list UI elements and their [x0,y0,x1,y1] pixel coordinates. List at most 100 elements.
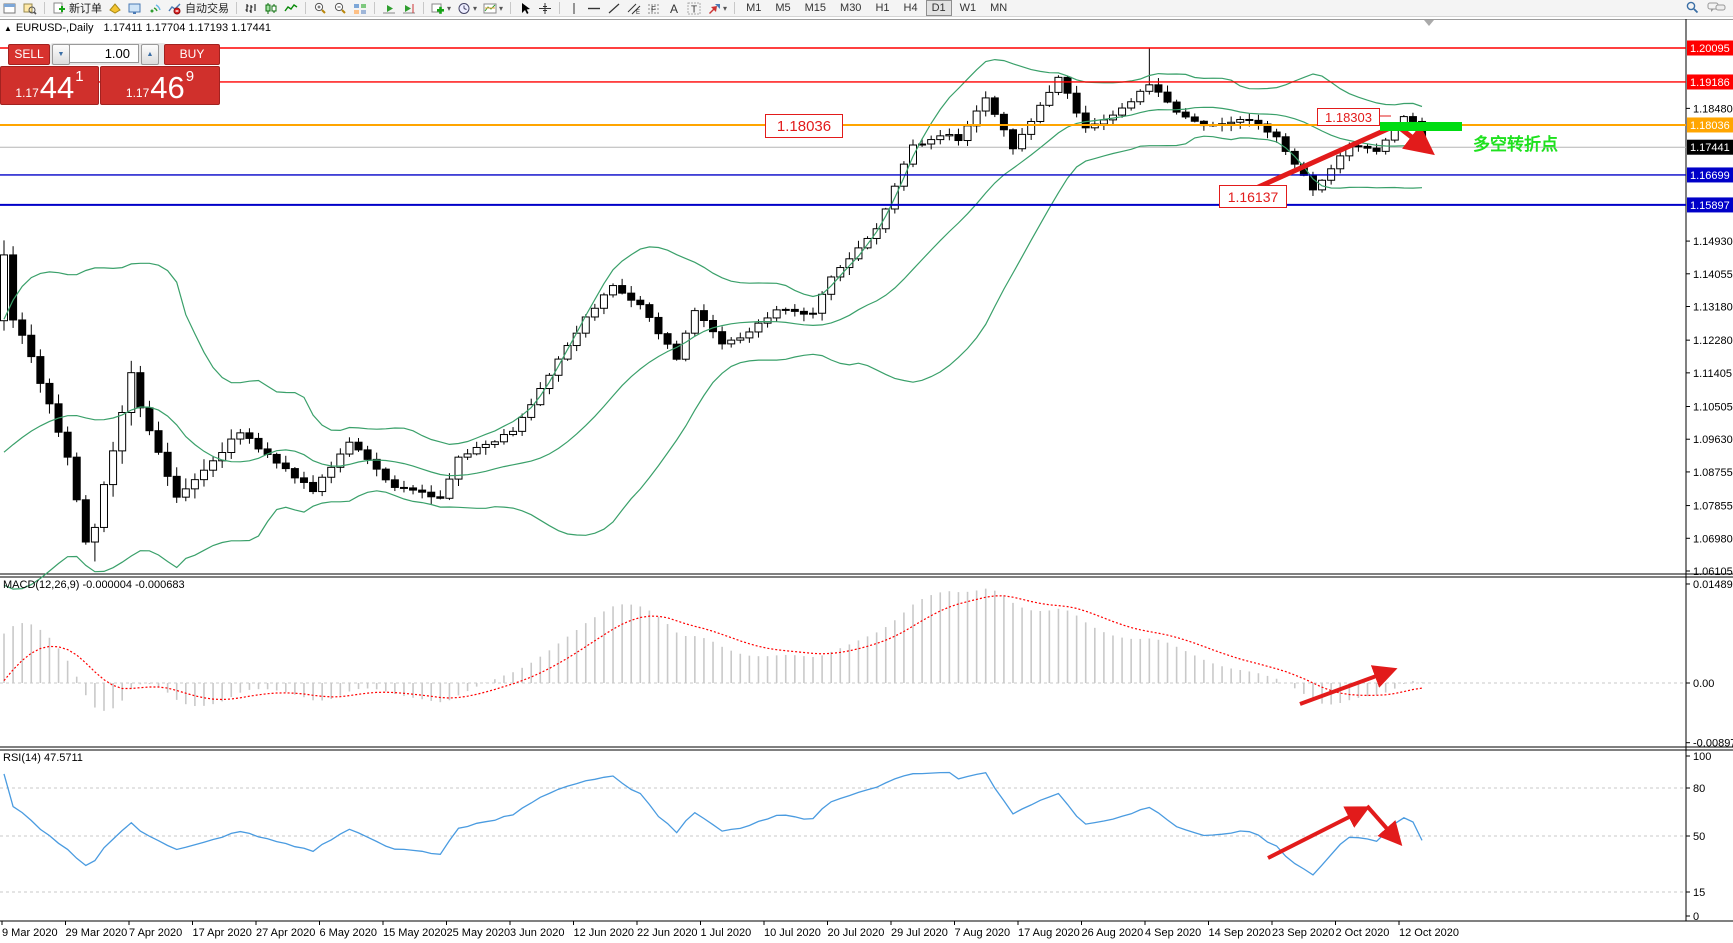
candle-body [772,309,781,319]
zoom-in-icon[interactable] [310,1,330,16]
time-axis-label: 1 Jul 2020 [701,927,752,939]
timeframe-w1-button[interactable]: W1 [959,2,977,14]
price-annotation-1.18036[interactable]: 1.18036 [765,114,843,138]
candle-body [399,486,408,489]
dropdown-arrow-icon[interactable]: ▾ [473,3,478,13]
turning-point-annotation: 多空转折点 [1473,135,1558,154]
horizontal-line-icon[interactable] [584,1,604,16]
dropdown-arrow-icon[interactable]: ▾ [447,3,452,13]
timeframe-m15-button[interactable]: M15 [804,2,827,14]
toolbar-separator [236,2,237,14]
price-chart-canvas[interactable]: 1.18480 1.14930 1.14055 1.13180 1.12280 1.114… [0,17,1733,943]
candle-body [127,372,136,414]
arrows-icon[interactable]: ▾ [704,1,730,16]
new-order-button[interactable]: 新订单 [49,1,105,16]
price-annotation-1.16137[interactable]: 1.16137 [1219,185,1287,208]
trendline-icon[interactable] [604,1,624,16]
zoom-out-icon[interactable] [330,1,350,16]
candle-chart-icon[interactable] [261,1,281,16]
candle-body [336,453,345,468]
timeframe-h1-button[interactable]: H1 [875,2,890,14]
volume-decrease-button[interactable]: ▼ [52,44,70,65]
signals-icon[interactable] [145,1,165,16]
candle-body [1127,101,1136,109]
chart-shift-marker-icon[interactable] [1424,20,1434,26]
new-chart-icon[interactable] [0,1,20,16]
line-chart-icon[interactable] [281,1,301,16]
candle-body [572,332,581,347]
candle-body [763,317,772,324]
timeframe-h4-button[interactable]: H4 [903,2,918,14]
sell-price-prefix: 1.17 [15,86,39,100]
candle-body [1054,76,1063,93]
volume-increase-button[interactable]: ▲ [141,44,159,65]
chat-icon[interactable] [1707,1,1727,17]
candle-body [1118,107,1127,116]
timeframe-m1-button[interactable]: M1 [746,2,762,14]
candle-body [1099,119,1108,125]
svg-text:T: T [691,4,697,15]
auto-scroll-icon[interactable] [379,1,399,16]
chart-shift-icon[interactable] [399,1,419,16]
periods-button[interactable]: ▾ [454,1,480,16]
candle-body [981,97,990,112]
svg-text:A: A [670,2,678,15]
indicators-button[interactable]: ▾ [428,1,454,16]
buy-price-display[interactable]: 1.17 46 9 [100,66,220,105]
sell-button[interactable]: SELL [8,44,50,65]
tile-windows-icon[interactable] [350,1,370,16]
dropdown-arrow-icon[interactable]: ▾ [723,3,728,13]
profiles-icon[interactable] [20,1,40,16]
candle-body [690,310,699,334]
label-icon[interactable]: T [684,1,704,16]
vertical-line-icon[interactable] [564,1,584,16]
templates-button[interactable]: ▾ [480,1,506,16]
bollinger-lower-band [3,135,1423,590]
price-annotation-1.18303[interactable]: 1.18303 [1317,108,1380,126]
level-price-label-bg [1687,74,1733,90]
rsi-line [3,771,1423,876]
timeframe-d1-button[interactable]: D1 [925,0,952,16]
candle-body [1245,118,1254,121]
buy-button[interactable]: BUY [164,44,220,65]
mql-editor-icon[interactable] [105,1,125,16]
price-tick-label: 1.12280 [1693,335,1733,347]
time-axis-label: 14 Sep 2020 [1209,927,1271,939]
fibonacci-icon[interactable]: F [644,1,664,16]
candle-body [581,316,590,334]
candle-body [109,450,118,486]
autotrading-button[interactable]: 自动交易 [165,1,232,16]
chart-window[interactable]: 1.18480 1.14930 1.14055 1.13180 1.12280 1.114… [0,17,1733,943]
collapse-triangle-icon[interactable]: ▲ [4,24,12,33]
search-icon[interactable] [1685,1,1699,17]
crosshair-icon[interactable] [535,1,555,16]
candle-body [1027,120,1036,135]
time-axis-label: 15 May 2020 [383,927,447,939]
candle-body [463,453,472,458]
text-icon[interactable]: A [664,1,684,16]
time-axis-label: 4 Sep 2020 [1145,927,1201,939]
market-icon[interactable] [125,1,145,16]
bar-chart-icon[interactable] [241,1,261,16]
candle-body [36,356,45,384]
time-axis-label: 17 Aug 2020 [1018,927,1080,939]
candle-body [945,134,954,137]
channel-icon[interactable]: E [624,1,644,16]
candle-body [1072,92,1081,114]
green-highlight-bar[interactable] [1380,122,1462,131]
candle-body [718,331,727,345]
candle-body [345,441,354,455]
sell-price-display[interactable]: 1.17 44 1 [0,66,99,105]
time-axis-label: 6 May 2020 [320,927,377,939]
cursor-icon[interactable] [515,1,535,16]
candle-body [72,456,81,501]
dropdown-arrow-icon[interactable]: ▾ [499,3,504,13]
timeframe-mn-button[interactable]: MN [990,2,1008,14]
volume-input[interactable] [69,44,139,63]
timeframe-m5-button[interactable]: M5 [775,2,791,14]
ohlc-values: 1.17411 1.17704 1.17193 1.17441 [103,22,271,34]
level-price-label: 1.18036 [1690,120,1730,132]
timeframe-m30-button[interactable]: M30 [840,2,862,14]
candle-body [418,489,427,493]
